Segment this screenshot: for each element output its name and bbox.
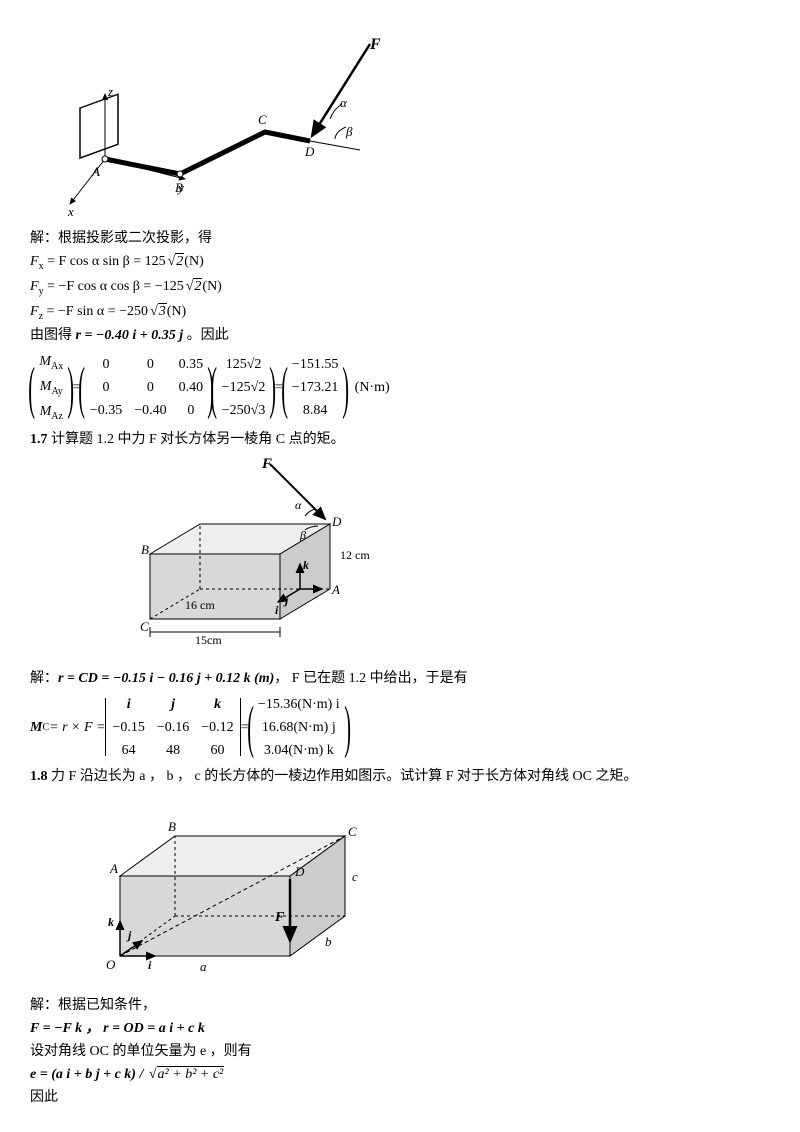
fig1-B: B (175, 180, 183, 195)
fig1-x: x (67, 204, 74, 219)
fig1-D: D (304, 144, 315, 159)
fig1-alpha: α (340, 95, 348, 110)
svg-text:α: α (295, 498, 302, 512)
fig1-F: F (369, 36, 381, 53)
sol3-intro: 解：根据已知条件， (30, 995, 770, 1016)
svg-text:F: F (274, 910, 285, 925)
svg-text:b: b (325, 934, 332, 949)
svg-text:C: C (348, 824, 357, 839)
problem-1-8: 1.8 力 F 沿边长为 a ， b ， c 的长方体的一棱边作用如图示。试计算… (30, 766, 770, 787)
svg-text:c: c (352, 869, 358, 884)
svg-text:a: a (200, 959, 207, 974)
sol1-matrix-eq: ( MAx MAy MAz ) = ( 000.35 000.40 −0.35−… (30, 350, 390, 424)
sol1-fx: Fx = F cos α sin β = 1252(N) (30, 251, 770, 274)
sol1-r-line: 由图得 r = −0.40 i + 0.35 j 。因此 (30, 325, 770, 346)
svg-text:15cm: 15cm (195, 633, 222, 647)
sol3-line2a: 设对角线 OC 的单位矢量为 e ，则有 (30, 1041, 770, 1062)
svg-text:A: A (331, 582, 340, 597)
svg-text:O: O (106, 957, 116, 972)
svg-text:A: A (109, 861, 118, 876)
fig1-C: C (258, 112, 267, 127)
fig1-A: A (91, 164, 100, 179)
sol1-fy: Fy = −F cos α cos β = −1252(N) (30, 276, 770, 299)
svg-text:k: k (108, 915, 114, 929)
sol3-line1: F = −F k ， r = OD = a i + c k (30, 1018, 770, 1039)
fig1-z: z (107, 84, 113, 99)
sol1-fz: Fz = −F sin α = −2503(N) (30, 301, 770, 324)
svg-text:D: D (294, 864, 305, 879)
figure-1: F α β z x y A B C D (50, 24, 770, 224)
sol3-e-expr: e = (a i + b j + c k) / a² + b² + c² (30, 1064, 770, 1085)
svg-text:k: k (303, 558, 309, 572)
sol2-matrix-eq: MC = r × F = ijk −0.15−0.16−0.12 644860 … (30, 693, 349, 762)
svg-text:i: i (148, 958, 152, 972)
fig1-beta: β (345, 124, 353, 139)
problem-1-7: 1.7 计算题 1.2 中力 F 对长方体另一棱角 C 点的矩。 (30, 429, 770, 450)
svg-text:β: β (299, 528, 306, 542)
svg-text:C: C (140, 619, 149, 634)
svg-text:B: B (168, 819, 176, 834)
figure-2: F α β D B C A k i j 12 cm 15cm 16 cm (100, 454, 770, 664)
svg-text:B: B (141, 542, 149, 557)
svg-text:16 cm: 16 cm (185, 598, 215, 612)
sol1-intro: 解：根据投影或二次投影，得 (30, 228, 770, 249)
sol2-line1: 解：r = CD = −0.15 i − 0.16 j + 0.12 k (m)… (30, 668, 770, 689)
svg-text:F: F (261, 456, 272, 472)
figure-3: A B C D O F k j i a b c (80, 791, 770, 991)
svg-text:12 cm: 12 cm (340, 548, 370, 562)
svg-text:D: D (331, 514, 342, 529)
sol3-therefore: 因此 (30, 1087, 770, 1108)
